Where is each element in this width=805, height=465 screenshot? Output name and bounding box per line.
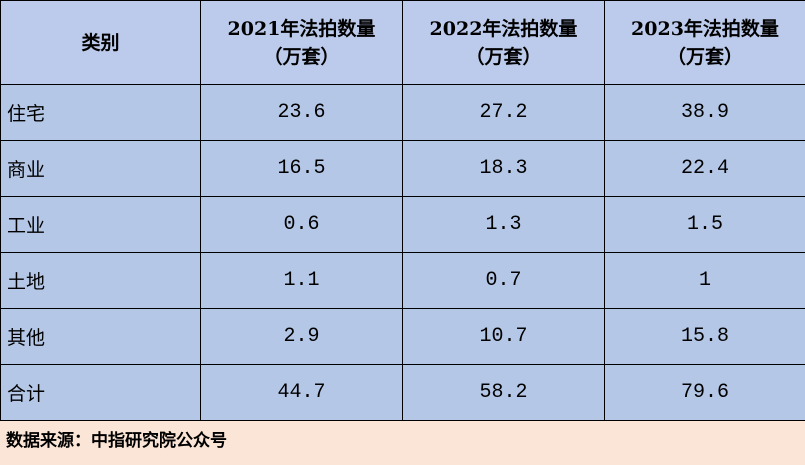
value-cell: 38.9 <box>604 84 805 141</box>
category-cell: 合计 <box>0 364 201 421</box>
data-row: 土地 1.1 0.7 1 <box>0 252 805 309</box>
header-title: 2021年法拍数量 <box>227 17 376 40</box>
value-cell: 79.6 <box>604 364 805 421</box>
header-row: 类别 2021年法拍数量 （万套） 2022年法拍数量 （万套） 2023年法拍数量 （万套… <box>0 0 805 85</box>
category-cell: 其他 <box>0 308 201 365</box>
value-cell: 15.8 <box>604 308 805 365</box>
value-cell: 27.2 <box>402 84 605 141</box>
value-cell: 10.7 <box>402 308 605 365</box>
header-unit: （万套） <box>666 45 743 68</box>
header-cell: 类别 <box>0 0 201 85</box>
value-cell: 16.5 <box>200 140 403 197</box>
value-cell: 44.7 <box>200 364 403 421</box>
value-cell: 1.3 <box>402 196 605 253</box>
data-row: 商业 16.5 18.3 22.4 <box>0 140 805 197</box>
category-cell: 住宅 <box>0 84 201 141</box>
value-cell: 23.6 <box>200 84 403 141</box>
data-row: 合计 44.7 58.2 79.6 <box>0 364 805 421</box>
header-unit: （万套） <box>465 45 542 68</box>
category-cell: 工业 <box>0 196 201 253</box>
category-cell: 商业 <box>0 140 201 197</box>
header-cell: 2021年法拍数量 （万套） <box>200 0 403 85</box>
value-cell: 1 <box>604 252 805 309</box>
category-cell: 土地 <box>0 252 201 309</box>
value-cell: 58.2 <box>402 364 605 421</box>
data-row: 工业 0.6 1.3 1.5 <box>0 196 805 253</box>
value-cell: 1.1 <box>200 252 403 309</box>
value-cell: 22.4 <box>604 140 805 197</box>
value-cell: 0.7 <box>402 252 605 309</box>
data-table: 类别 2021年法拍数量 （万套） 2022年法拍数量 （万套） 2023年法拍数量 （万套… <box>0 0 805 421</box>
header-title: 2022年法拍数量 <box>429 17 578 40</box>
value-cell: 18.3 <box>402 140 605 197</box>
table-body: 类别 2021年法拍数量 （万套） 2022年法拍数量 （万套） 2023年法拍数量 （万套… <box>0 0 805 421</box>
header-cell: 2022年法拍数量 （万套） <box>402 0 605 85</box>
value-cell: 2.9 <box>200 308 403 365</box>
source-note: 数据来源：中指研究院公众号 <box>0 421 805 463</box>
value-cell: 1.5 <box>604 196 805 253</box>
header-title: 2023年法拍数量 <box>631 17 779 40</box>
data-row: 住宅 23.6 27.2 38.9 <box>0 84 805 141</box>
data-row: 其他 2.9 10.7 15.8 <box>0 308 805 365</box>
header-unit: （万套） <box>263 45 340 68</box>
header-cell: 2023年法拍数量 （万套） <box>604 0 805 85</box>
value-cell: 0.6 <box>200 196 403 253</box>
